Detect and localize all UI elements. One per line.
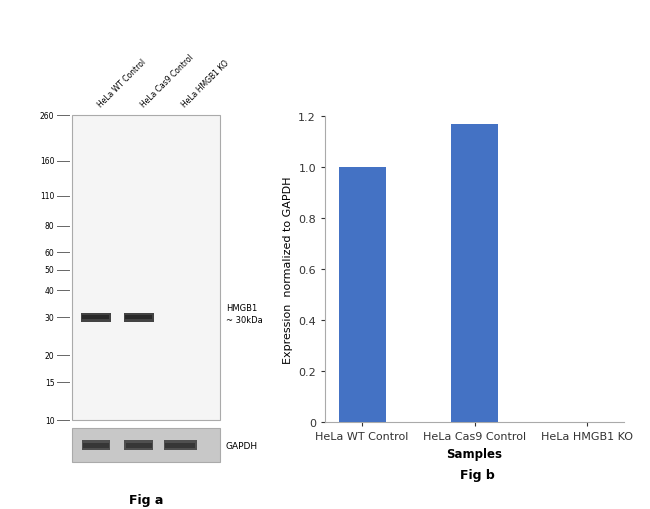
- Text: 15: 15: [45, 378, 55, 387]
- Text: HeLa Cas9 Control: HeLa Cas9 Control: [138, 52, 195, 109]
- Text: 10: 10: [45, 416, 55, 425]
- Text: HeLa WT Control: HeLa WT Control: [96, 58, 148, 109]
- Bar: [72, 116, 220, 420]
- Text: 40: 40: [45, 287, 55, 295]
- Text: 20: 20: [45, 351, 55, 360]
- Bar: [124, 440, 153, 450]
- Bar: [81, 314, 110, 322]
- Bar: [451, 125, 498, 422]
- Text: 110: 110: [40, 192, 55, 201]
- Text: 50: 50: [45, 266, 55, 274]
- Text: HMGB1
~ 30kDa: HMGB1 ~ 30kDa: [226, 303, 263, 324]
- Text: 80: 80: [45, 221, 55, 231]
- Bar: [82, 316, 109, 320]
- Bar: [339, 168, 385, 422]
- Bar: [124, 314, 153, 322]
- Text: Fig a: Fig a: [129, 493, 163, 506]
- Bar: [83, 443, 109, 448]
- Bar: [164, 440, 196, 450]
- Text: 160: 160: [40, 157, 55, 166]
- Text: 30: 30: [45, 313, 55, 322]
- Bar: [165, 443, 195, 448]
- Text: Fig b: Fig b: [460, 468, 495, 481]
- Bar: [126, 443, 151, 448]
- Bar: [125, 316, 152, 320]
- Text: GAPDH: GAPDH: [226, 441, 258, 450]
- Text: 60: 60: [45, 248, 55, 258]
- Y-axis label: Expression  normalized to GAPDH: Expression normalized to GAPDH: [283, 176, 292, 363]
- Text: HeLa HMGB1 KO: HeLa HMGB1 KO: [180, 59, 231, 109]
- Bar: [81, 440, 110, 450]
- Bar: [72, 428, 220, 463]
- Text: 260: 260: [40, 111, 55, 121]
- X-axis label: Samples: Samples: [447, 447, 502, 460]
